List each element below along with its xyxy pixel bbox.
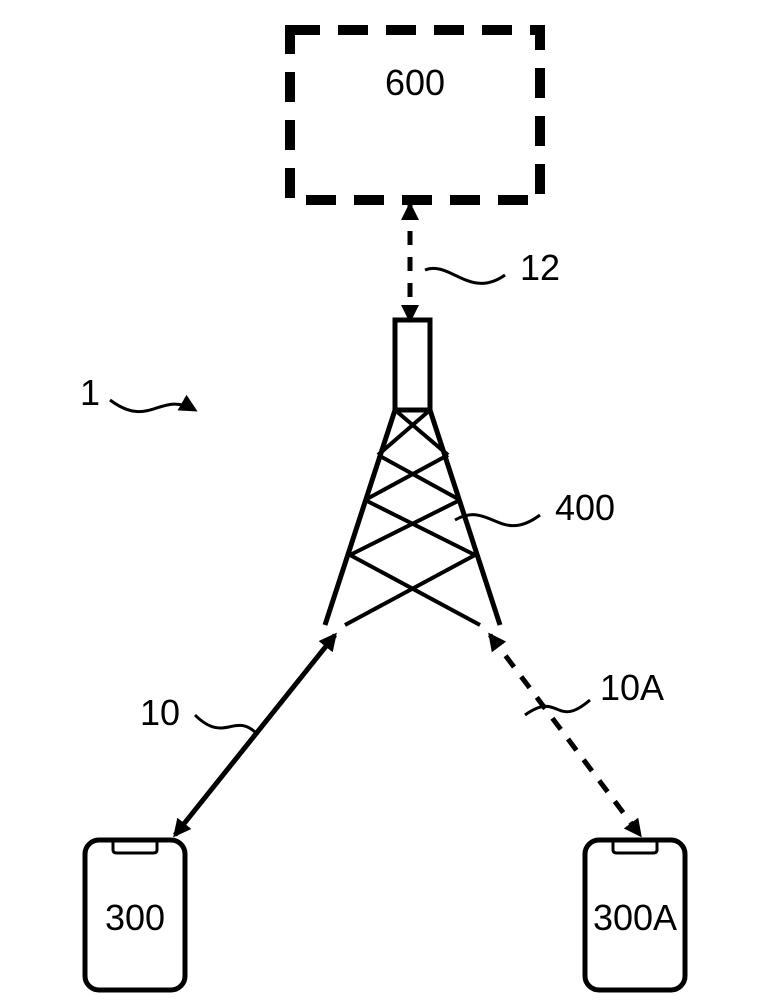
- callout-12: [425, 268, 505, 283]
- callout-1: [110, 400, 195, 412]
- link-10A: [490, 635, 640, 835]
- label-300: 300: [105, 897, 165, 938]
- label-12: 12: [520, 247, 560, 288]
- cell-tower: [325, 320, 500, 625]
- label-600: 600: [385, 62, 445, 103]
- label-10A: 10A: [600, 667, 664, 708]
- label-300A: 300A: [593, 897, 677, 938]
- core-network-box: [290, 30, 540, 200]
- label-10: 10: [140, 692, 180, 733]
- label-1: 1: [80, 372, 100, 413]
- link-10: [175, 635, 335, 835]
- label-400: 400: [555, 487, 615, 528]
- callout-10: [195, 715, 258, 735]
- callout-10A: [525, 700, 590, 715]
